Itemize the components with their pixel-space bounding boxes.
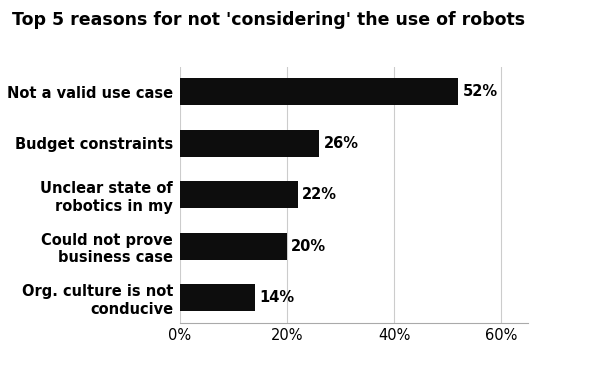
Text: 14%: 14% — [259, 290, 295, 305]
Text: 52%: 52% — [463, 84, 498, 99]
Text: 26%: 26% — [323, 136, 358, 151]
Bar — [180, 78, 458, 105]
Bar — [180, 284, 255, 311]
Text: 22%: 22% — [302, 187, 337, 202]
Text: 20%: 20% — [292, 239, 326, 254]
Bar — [180, 130, 319, 157]
Text: Top 5 reasons for not 'considering' the use of robots: Top 5 reasons for not 'considering' the … — [12, 11, 525, 29]
Bar — [180, 233, 287, 260]
Bar — [180, 181, 298, 208]
